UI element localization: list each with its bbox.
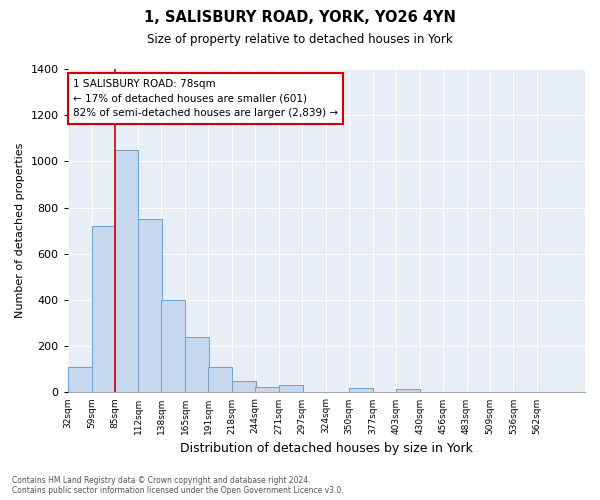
Bar	[232, 381, 256, 392]
Bar	[279, 386, 303, 392]
Text: Size of property relative to detached houses in York: Size of property relative to detached ho…	[147, 32, 453, 46]
Bar	[396, 389, 419, 392]
Bar	[92, 226, 115, 392]
Bar	[139, 219, 163, 392]
Text: 1 SALISBURY ROAD: 78sqm
← 17% of detached houses are smaller (601)
82% of semi-d: 1 SALISBURY ROAD: 78sqm ← 17% of detache…	[73, 78, 338, 118]
X-axis label: Distribution of detached houses by size in York: Distribution of detached houses by size …	[180, 442, 473, 455]
Bar	[185, 337, 209, 392]
Y-axis label: Number of detached properties: Number of detached properties	[15, 143, 25, 318]
Bar	[161, 300, 185, 392]
Bar	[255, 386, 279, 392]
Bar	[208, 367, 232, 392]
Bar	[68, 367, 92, 392]
Text: 1, SALISBURY ROAD, YORK, YO26 4YN: 1, SALISBURY ROAD, YORK, YO26 4YN	[144, 10, 456, 25]
Text: Contains HM Land Registry data © Crown copyright and database right 2024.
Contai: Contains HM Land Registry data © Crown c…	[12, 476, 344, 495]
Bar	[115, 150, 139, 392]
Bar	[349, 388, 373, 392]
